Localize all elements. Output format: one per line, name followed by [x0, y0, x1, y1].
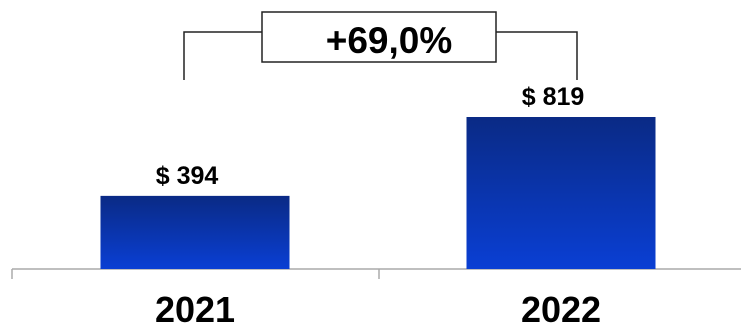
growth-bracket-left — [183, 31, 262, 80]
tick-label-2021: 2021 — [155, 289, 235, 326]
data-label-2021: $ 394 — [156, 162, 219, 190]
growth-label: +69,0% — [326, 20, 453, 61]
growth-label-box — [261, 11, 497, 63]
tick-label-2022: 2022 — [521, 289, 601, 326]
growth-bracket-right — [496, 31, 578, 80]
data-label-2022: $ 819 — [522, 83, 585, 111]
bar-2021 — [100, 195, 290, 269]
bar-2022 — [466, 117, 656, 269]
